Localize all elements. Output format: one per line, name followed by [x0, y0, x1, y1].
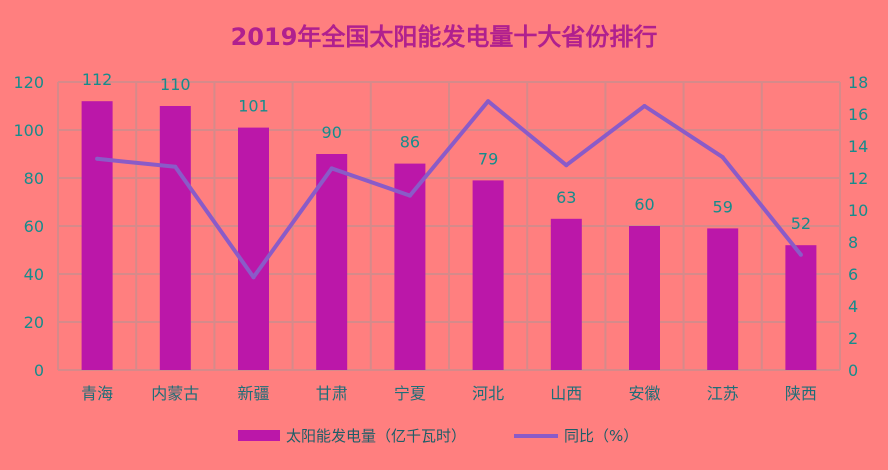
bar-data-label: 60 [634, 195, 654, 214]
x-tick-label: 安徽 [628, 384, 660, 403]
bar-data-label: 79 [478, 149, 498, 168]
legend-bar-swatch [238, 430, 280, 441]
bar-data-label: 112 [82, 70, 113, 89]
chart-title: 2019年全国太阳能发电量十大省份排行 [231, 23, 658, 51]
bar-data-label: 86 [400, 133, 420, 152]
bar [550, 218, 582, 370]
bar-data-label: 110 [160, 75, 191, 94]
line-point [564, 163, 569, 168]
bar [472, 180, 504, 370]
axes: 0 20 40 60 80 100 120 0 2 4 6 8 10 12 14 16 18 青海 内蒙古 新疆 甘肃 宁… [13, 73, 868, 403]
y2-tick-label: 6 [848, 265, 858, 284]
y-tick-label: 60 [24, 217, 44, 236]
legend: 太阳能发电量（亿千瓦时） 同比（%） [238, 427, 638, 445]
x-tick-label: 甘肃 [316, 384, 348, 403]
line-point [95, 156, 100, 161]
bar [159, 106, 191, 370]
y2-tick-label: 18 [848, 73, 868, 92]
y-tick-label: 20 [24, 313, 44, 332]
legend-bar-label: 太阳能发电量（亿千瓦时） [286, 427, 466, 445]
y2-tick-label: 12 [848, 169, 868, 188]
line-point [486, 99, 491, 104]
line-point [720, 155, 725, 160]
bar-data-label: 59 [713, 197, 733, 216]
x-tick-label: 新疆 [237, 384, 269, 403]
x-tick-label: 青海 [81, 384, 113, 403]
bar [629, 226, 660, 370]
bar [316, 154, 348, 370]
y2-tick-label: 0 [848, 361, 858, 380]
bar-data-label: 52 [791, 214, 811, 233]
bars: 112 110 101 90 86 79 63 60 59 52 [81, 70, 817, 370]
y2-tick-label: 2 [848, 329, 858, 348]
x-tick-label: 宁夏 [394, 384, 426, 403]
x-tick-label: 内蒙古 [151, 384, 199, 403]
x-tick-label: 陕西 [785, 384, 817, 403]
y-tick-label: 120 [13, 73, 44, 92]
line-point [173, 164, 178, 169]
line-point [407, 193, 412, 198]
y-tick-label: 80 [24, 169, 44, 188]
bar [394, 163, 426, 370]
bar-data-label: 63 [556, 188, 576, 207]
y2-tick-label: 16 [848, 105, 868, 124]
legend-line-label: 同比（%） [564, 427, 638, 445]
bar-data-label: 101 [238, 97, 269, 116]
yoy-line [96, 99, 803, 280]
bar [707, 228, 739, 370]
x-tick-label: 山西 [550, 384, 582, 403]
line-point [642, 104, 647, 108]
bar [785, 245, 817, 370]
line-point [251, 275, 256, 280]
line-point [798, 252, 803, 257]
line-point [329, 166, 334, 171]
y2-tick-label: 10 [848, 201, 868, 220]
x-tick-label: 江苏 [707, 384, 739, 403]
y2-tick-label: 8 [848, 233, 858, 252]
bar [81, 101, 113, 370]
y-tick-label: 0 [34, 361, 44, 380]
bar-data-label: 90 [322, 123, 342, 142]
y2-tick-label: 14 [848, 137, 868, 156]
line-series [95, 99, 803, 280]
y-tick-label: 40 [24, 265, 44, 284]
y-tick-label: 100 [13, 121, 44, 140]
x-tick-label: 河北 [472, 384, 504, 403]
bar [238, 127, 269, 370]
y2-tick-label: 4 [848, 297, 858, 316]
